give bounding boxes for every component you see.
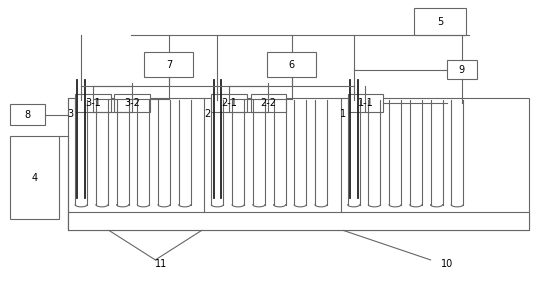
Bar [10,104,45,125]
Text: 9: 9 [459,65,465,74]
Bar [211,94,247,112]
Text: 11: 11 [155,259,167,269]
Bar [114,94,150,112]
Bar [267,52,316,77]
Bar [251,94,286,112]
Bar [75,94,111,112]
Bar [144,52,193,77]
Bar [10,136,59,219]
Text: 3-2: 3-2 [124,98,140,108]
Text: 2-1: 2-1 [221,98,237,108]
Text: 10: 10 [441,259,453,269]
Text: 4: 4 [31,173,38,183]
Text: 7: 7 [166,60,172,70]
Bar [68,212,529,230]
Bar [414,8,466,35]
Bar [447,60,477,79]
Text: 2: 2 [204,109,210,119]
Text: 1: 1 [340,109,347,119]
Bar [348,94,383,112]
Text: 3: 3 [68,109,74,119]
Bar [68,98,529,230]
Text: 3-1: 3-1 [85,98,101,108]
Text: 6: 6 [288,60,295,70]
Text: 5: 5 [437,17,443,27]
Text: 2-2: 2-2 [261,98,276,108]
Text: 8: 8 [25,110,31,119]
Text: 1-1: 1-1 [358,98,373,108]
